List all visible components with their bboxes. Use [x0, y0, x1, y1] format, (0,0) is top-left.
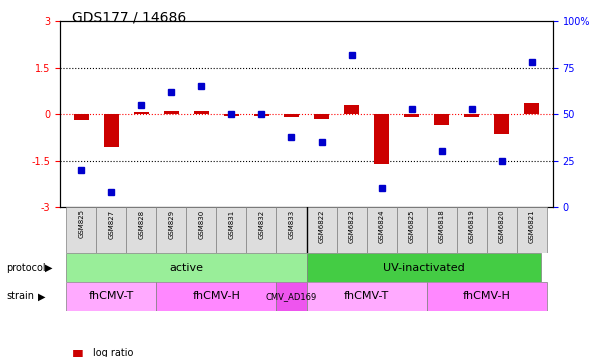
FancyBboxPatch shape: [307, 282, 427, 311]
FancyBboxPatch shape: [156, 207, 186, 253]
Bar: [134, 112, 149, 114]
Bar: [224, 114, 239, 116]
FancyBboxPatch shape: [427, 207, 457, 253]
Text: GSM6819: GSM6819: [469, 209, 475, 243]
FancyBboxPatch shape: [96, 207, 126, 253]
FancyBboxPatch shape: [246, 207, 276, 253]
Bar: [254, 114, 269, 116]
Text: log ratio: log ratio: [93, 348, 133, 357]
Text: GSM6823: GSM6823: [349, 209, 355, 243]
FancyBboxPatch shape: [397, 207, 427, 253]
Bar: [434, 114, 450, 125]
Bar: [465, 114, 480, 117]
Text: fhCMV-T: fhCMV-T: [344, 291, 389, 301]
Bar: [74, 114, 89, 120]
Text: GSM6821: GSM6821: [529, 209, 535, 243]
Text: GSM6824: GSM6824: [379, 209, 385, 243]
Text: GSM6820: GSM6820: [499, 209, 505, 243]
FancyBboxPatch shape: [276, 207, 307, 253]
Text: active: active: [169, 263, 203, 273]
FancyBboxPatch shape: [427, 282, 547, 311]
FancyBboxPatch shape: [487, 207, 517, 253]
Bar: [495, 114, 510, 134]
FancyBboxPatch shape: [307, 207, 337, 253]
Bar: [374, 114, 389, 164]
FancyBboxPatch shape: [66, 282, 156, 311]
FancyBboxPatch shape: [276, 282, 307, 311]
Text: GSM829: GSM829: [168, 209, 174, 238]
Bar: [164, 111, 179, 114]
Text: GSM831: GSM831: [228, 209, 234, 238]
Text: GSM6818: GSM6818: [439, 209, 445, 243]
Text: GSM827: GSM827: [108, 209, 114, 238]
Text: protocol: protocol: [6, 263, 46, 273]
FancyBboxPatch shape: [337, 207, 367, 253]
Text: GSM6822: GSM6822: [319, 209, 325, 243]
FancyBboxPatch shape: [307, 253, 541, 282]
FancyBboxPatch shape: [216, 207, 246, 253]
Text: GSM828: GSM828: [138, 209, 144, 238]
Text: ▶: ▶: [38, 291, 45, 301]
Text: GDS177 / 14686: GDS177 / 14686: [72, 11, 186, 25]
Text: CMV_AD169: CMV_AD169: [266, 292, 317, 301]
Bar: [314, 114, 329, 119]
FancyBboxPatch shape: [66, 207, 96, 253]
Text: fhCMV-H: fhCMV-H: [192, 291, 240, 301]
FancyBboxPatch shape: [66, 253, 307, 282]
Bar: [404, 114, 419, 117]
Bar: [344, 105, 359, 114]
FancyBboxPatch shape: [517, 207, 547, 253]
FancyBboxPatch shape: [367, 207, 397, 253]
Text: GSM832: GSM832: [258, 209, 264, 238]
Bar: [104, 114, 119, 147]
Bar: [194, 111, 209, 114]
Bar: [284, 114, 299, 117]
Text: fhCMV-H: fhCMV-H: [463, 291, 511, 301]
Text: ▶: ▶: [45, 263, 52, 273]
FancyBboxPatch shape: [186, 207, 216, 253]
FancyBboxPatch shape: [126, 207, 156, 253]
Text: GSM825: GSM825: [78, 209, 84, 238]
Text: GSM830: GSM830: [198, 209, 204, 238]
Text: fhCMV-T: fhCMV-T: [88, 291, 134, 301]
Text: GSM833: GSM833: [288, 209, 294, 238]
Text: GSM6825: GSM6825: [409, 209, 415, 243]
FancyBboxPatch shape: [457, 207, 487, 253]
Text: UV-inactivated: UV-inactivated: [383, 263, 465, 273]
FancyBboxPatch shape: [156, 282, 276, 311]
Text: ■: ■: [72, 347, 84, 357]
Text: strain: strain: [6, 291, 34, 301]
Bar: [525, 104, 540, 114]
